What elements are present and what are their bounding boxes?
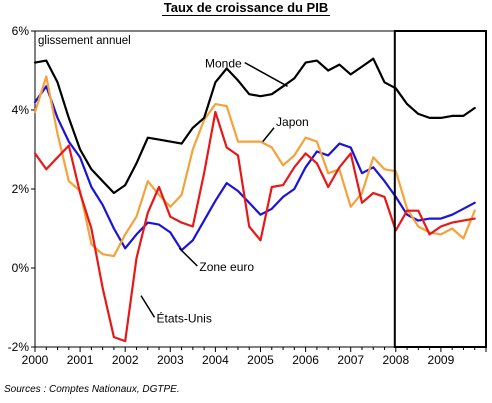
y-tick-label: 0% [12, 261, 30, 275]
series-line--tats-unis [33, 110, 476, 343]
y-tick-label: 4% [12, 103, 30, 117]
series-line-japon [33, 75, 476, 258]
series-line-monde [33, 57, 476, 195]
y-axis: -2% 0% 2% 4% 6% [8, 24, 35, 354]
source-note: Sources : Comptes Nationaux, DGTPE. [4, 384, 180, 395]
x-tick-label: 2003 [157, 353, 184, 367]
series-label: Japon [276, 115, 309, 129]
x-tick-label: 2005 [247, 353, 274, 367]
x-tick-label: 2000 [22, 353, 49, 367]
x-axis: 2000 2001 2002 2003 2004 2005 2006 2007 2008 2009 [22, 347, 487, 367]
y-tick-label: 2% [12, 182, 30, 196]
series-label: Zone euro [199, 260, 254, 274]
series-label: États-Unis [157, 310, 212, 325]
series-labels: Monde Japon Zone euro États-Unis [140, 57, 309, 325]
x-tick-label: 2002 [112, 353, 139, 367]
y-tick-label: -2% [8, 340, 30, 354]
chart-subtitle: glissement annuel [38, 35, 131, 47]
plot-frame [34, 30, 487, 348]
series-pointer [178, 247, 198, 267]
x-tick-label: 2004 [202, 353, 229, 367]
series-pointer [244, 61, 288, 87]
highlight-box [393, 30, 487, 348]
series-line-zone-euro [33, 85, 476, 252]
chart-title: Taux de croissance du PIB [161, 0, 331, 16]
x-tick-label: 2009 [428, 353, 455, 367]
y-tick-label: 6% [12, 24, 30, 38]
series-pointer [140, 295, 156, 318]
x-tick-label: 2008 [382, 353, 409, 367]
x-tick-label: 2007 [337, 353, 364, 367]
x-tick-label: 2001 [67, 353, 94, 367]
series-layer [33, 57, 476, 343]
x-tick-label: 2006 [292, 353, 319, 367]
series-pointer [262, 127, 275, 143]
series-label: Monde [205, 57, 242, 71]
